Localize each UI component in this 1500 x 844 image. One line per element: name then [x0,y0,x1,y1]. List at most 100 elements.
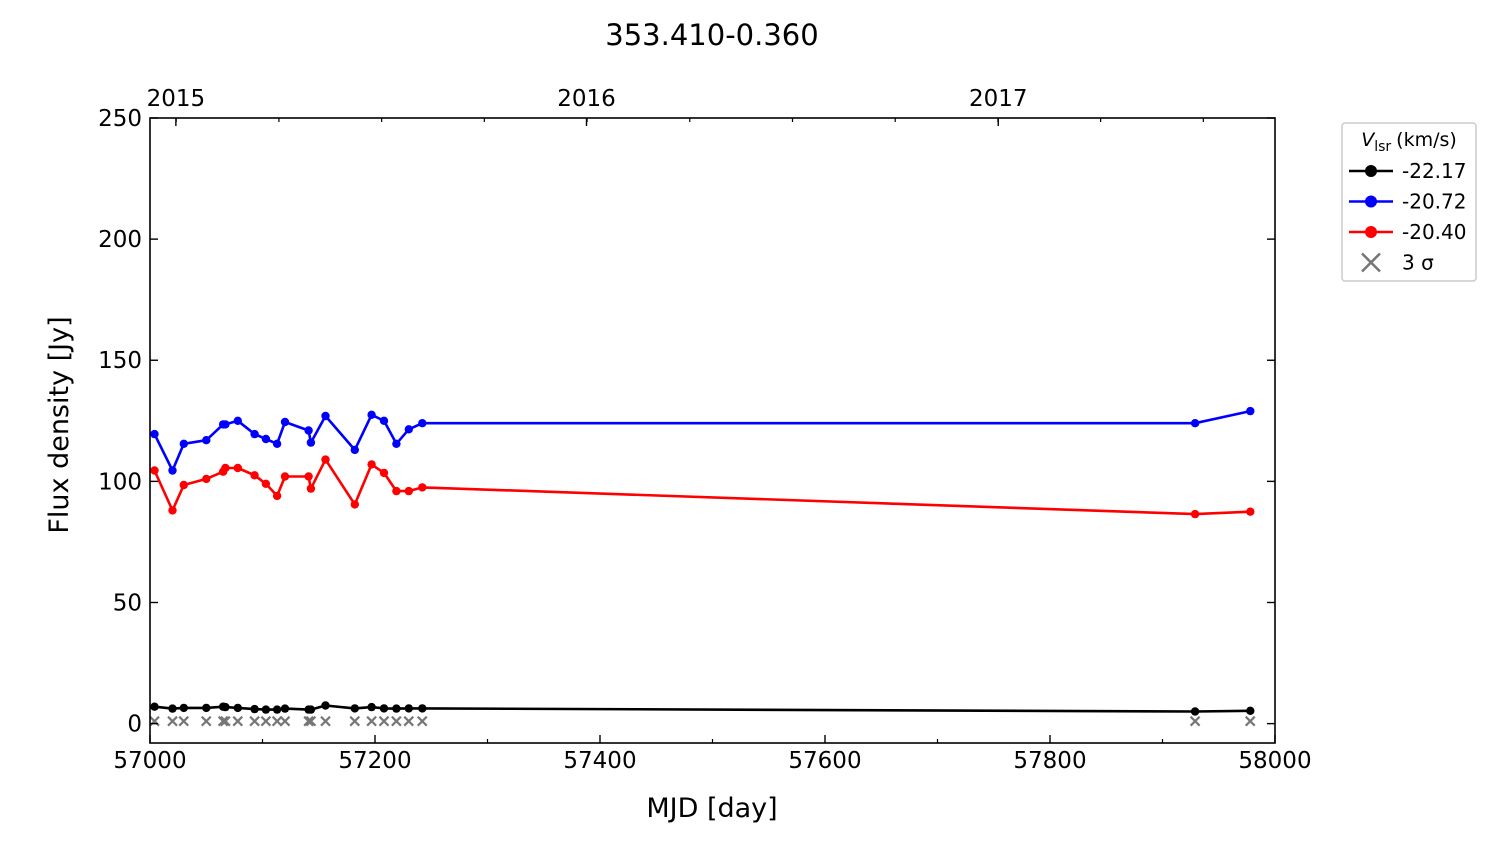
data-point [306,438,316,447]
y-tick-label: 250 [98,106,142,132]
sigma-point [178,715,190,727]
y-tick-label: 200 [98,227,142,253]
data-point [392,704,401,713]
sigma-point [217,715,229,727]
data-point [350,445,359,455]
plot-area: 57000 57200 57400 57600 57800 58000 0 50 100 150 2… [98,86,1311,774]
data-point [304,426,313,435]
data-point [321,701,330,710]
series-line [153,409,1251,472]
data-point [304,472,313,481]
data-point [168,704,177,713]
sigma-point [378,715,390,727]
y-tick-label: 50 [113,590,142,616]
data-point [392,486,401,496]
sigma-point [279,715,291,727]
legend-frame [1341,122,1477,282]
data-point [179,439,188,448]
sigma-point [1189,715,1201,727]
data-point [350,500,359,509]
data-point [280,472,290,481]
data-point [261,479,271,488]
data-point [418,704,427,713]
legend-marker [1361,252,1381,273]
sigma-point [305,715,317,727]
data-point [261,705,271,714]
legend-label: -20.40 [1402,220,1466,244]
data-point [168,506,177,515]
data-point [418,483,427,492]
data-point [202,436,211,445]
top-tick-label: 2015 [147,86,206,112]
top-tick-label: 2017 [969,86,1028,112]
data-point [150,429,159,439]
series-line [154,704,1251,713]
data-point [179,703,188,713]
data-point [233,416,242,425]
x-tick-label: 57200 [338,748,411,774]
legend-label: -22.17 [1402,159,1466,183]
legend-marker [1365,195,1377,208]
sigma-point [271,715,283,727]
sigma-point [303,715,314,727]
data-point [280,704,290,713]
data-point [379,468,389,478]
sigma-point [200,715,212,727]
data-point [321,455,330,464]
data-point [221,420,230,429]
series-0 [150,701,1255,716]
data-point [379,704,389,713]
y-tick-label: 150 [98,348,142,374]
data-point [272,491,282,501]
data-point [1246,706,1255,715]
data-point [221,702,230,712]
sigma-point [232,715,244,727]
x-tick-label: 57000 [113,748,186,774]
sigma-point [391,715,402,727]
series-line [153,458,1251,516]
series-3 [149,715,1256,727]
series-1 [150,406,1255,475]
data-point [179,480,188,490]
sigma-point [366,715,377,727]
data-point [1246,507,1255,516]
x-tick-label: 58000 [1238,748,1311,774]
data-point [233,703,242,713]
sigma-point [416,715,428,727]
data-point [306,705,316,714]
data-point [306,484,316,493]
sigma-point [149,715,160,727]
data-point [367,410,376,419]
data-point [150,466,159,475]
data-point [321,411,330,421]
data-point [1190,707,1200,716]
data-point [202,703,211,713]
data-point [392,439,401,448]
data-point [418,419,427,428]
y-tick-label: 0 [127,712,142,738]
sigma-point [167,715,178,727]
data-point [367,460,376,469]
data-point [250,704,259,714]
data-point [150,702,159,711]
data-point [168,466,177,475]
sigma-point [1244,715,1256,727]
x-tick-label: 57800 [1013,748,1086,774]
data-point [221,463,230,473]
data-point [233,463,242,473]
data-point [404,486,413,496]
sigma-point [249,715,260,727]
sigma-point [260,715,272,727]
legend: Vlsr (km/s) -22.17 -20.72 -20.40 3 σ [1341,122,1477,282]
y-axis-label: Flux density [Jy] [44,316,75,533]
data-point [1190,509,1200,519]
top-tick-label: 2016 [557,86,616,112]
data-point [367,702,376,712]
sigma-point [403,715,415,727]
series-2 [150,455,1255,519]
x-tick-label: 57600 [788,748,861,774]
legend-marker [1365,165,1377,177]
legend-label: 3 σ [1402,251,1434,275]
data-point [272,439,282,448]
